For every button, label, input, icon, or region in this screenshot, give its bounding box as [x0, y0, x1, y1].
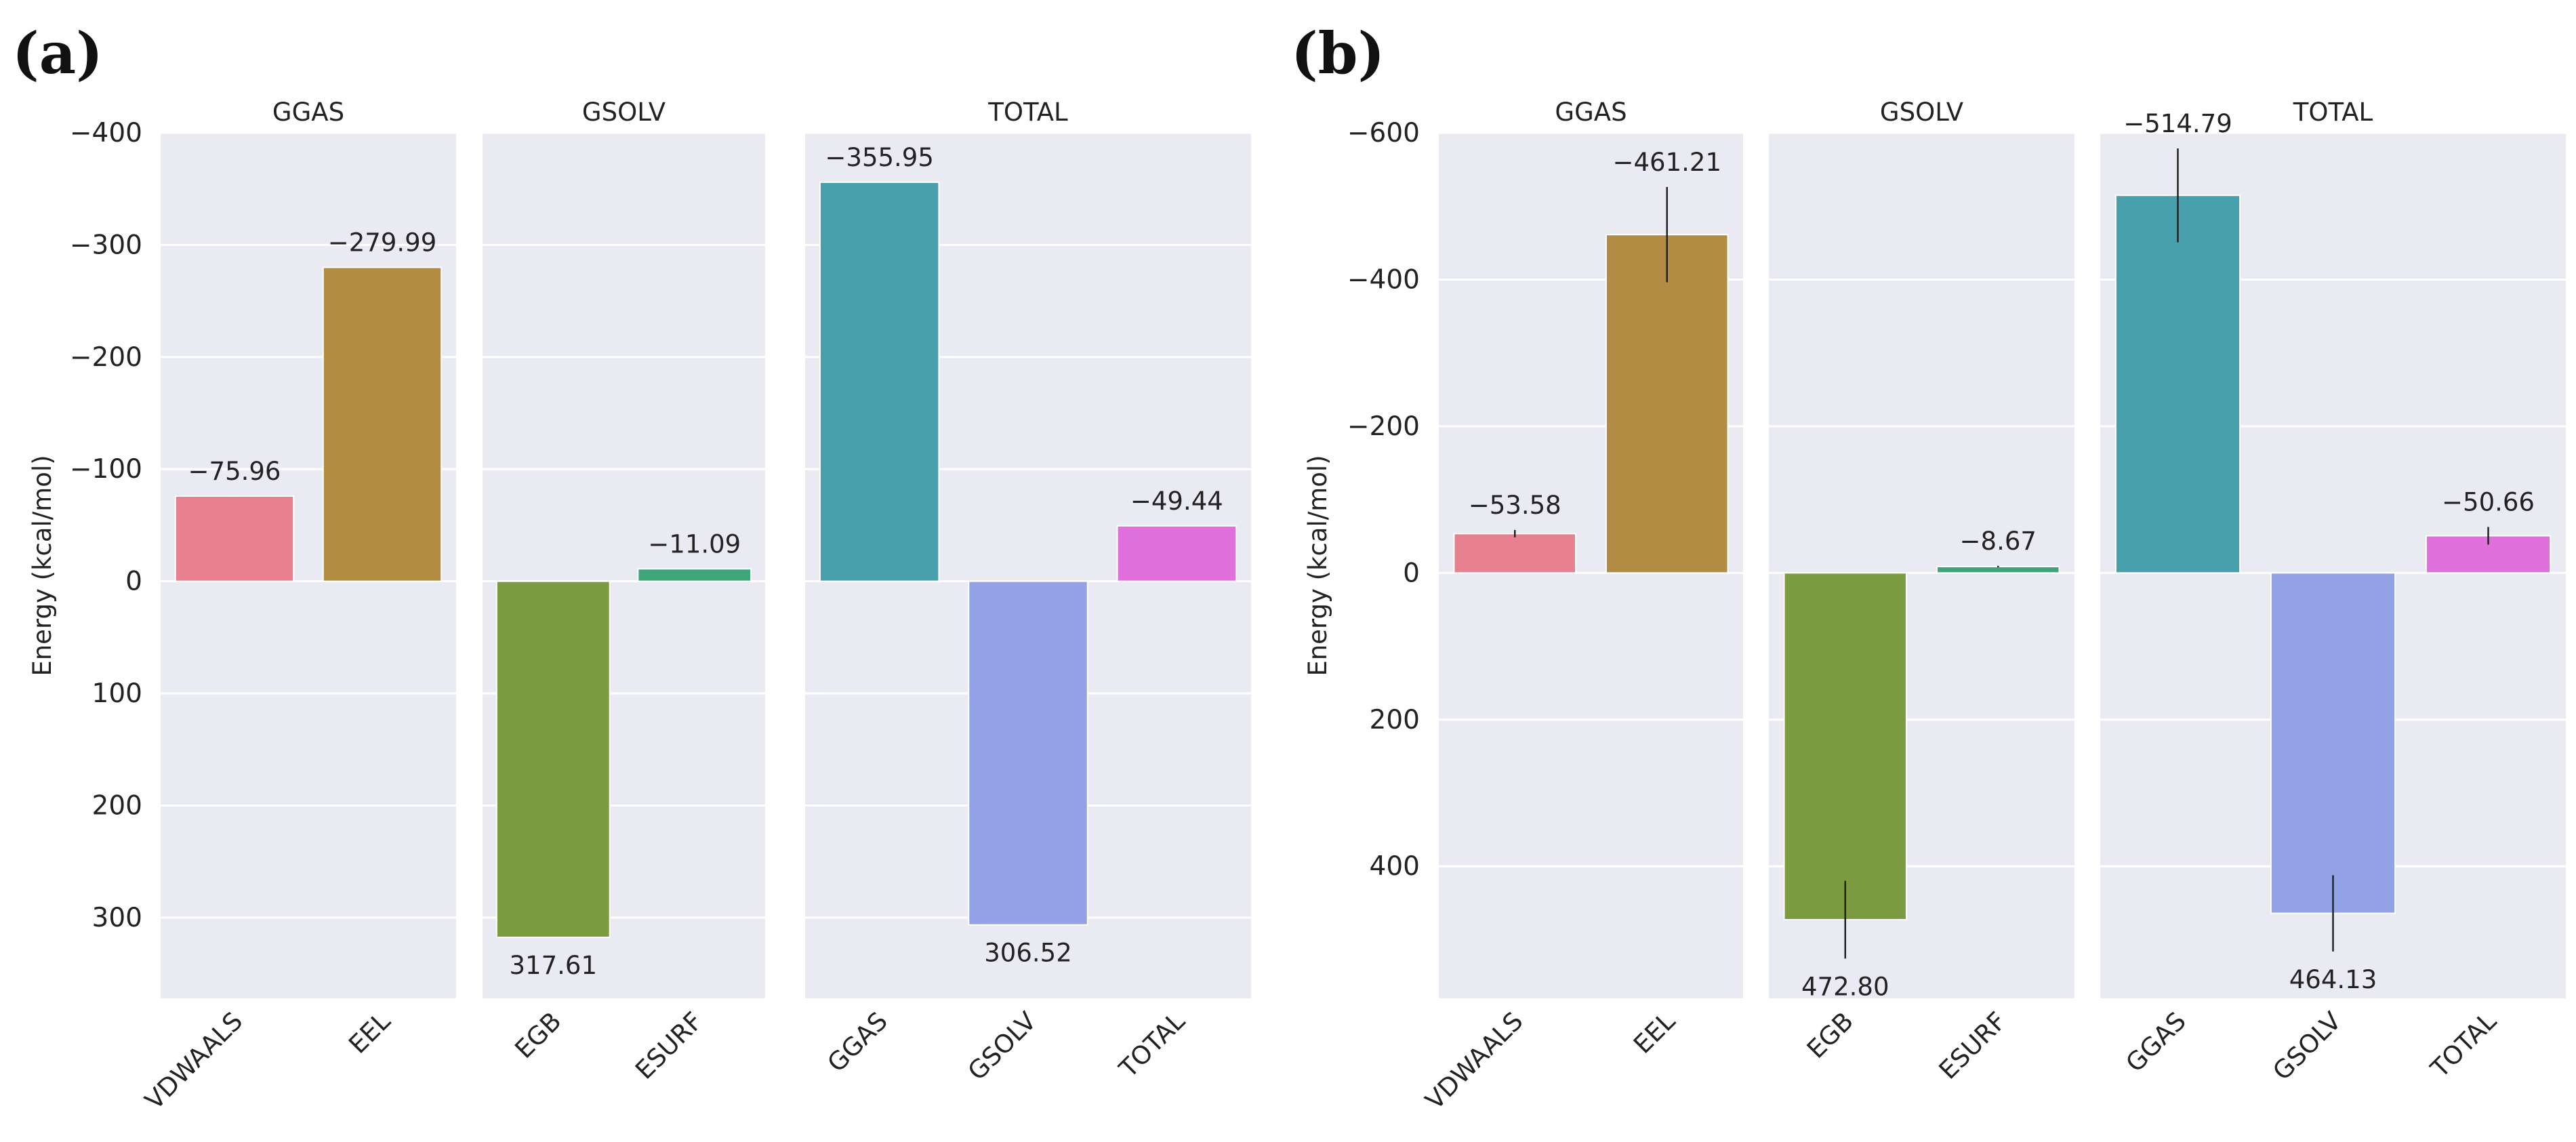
data-label: −8.67	[1960, 527, 2037, 556]
data-label: 472.80	[1801, 972, 1889, 1001]
facet-title: GSOLV	[1880, 98, 1963, 127]
bar-total	[1116, 525, 1238, 582]
y-tick-label: −200	[70, 342, 142, 373]
y-tick-label: 200	[92, 790, 142, 821]
bar-esurf	[637, 568, 752, 582]
y-tick-label: −300	[70, 230, 142, 260]
x-tick-label: GSOLV	[2267, 1006, 2346, 1086]
facet-gsolv: GSOLV 317.61 EGB −11.09 ESURF	[483, 98, 765, 1085]
x-tick-label: EGB	[509, 1006, 567, 1064]
data-label: −75.96	[188, 457, 281, 486]
y-tick-label: −100	[70, 454, 142, 485]
y-tick-label: 300	[92, 903, 142, 933]
facet-ggas: GGAS −75.96 VDWAALS −279.99 EEL	[140, 98, 456, 1116]
x-tick-label: EGB	[1801, 1006, 1859, 1064]
data-label: 317.61	[510, 951, 597, 980]
bar-eel	[1605, 234, 1729, 574]
bar-ggas	[819, 181, 940, 582]
y-tick-label: −400	[1347, 264, 1420, 295]
data-label: −514.79	[2123, 109, 2232, 138]
x-tick-label: TOTAL	[2425, 1006, 2502, 1084]
y-tick-label: 400	[1370, 851, 1420, 882]
data-label: −461.21	[1613, 148, 1721, 177]
y-tick-label: −600	[1347, 118, 1420, 148]
bar-eel	[322, 266, 443, 582]
bar-vdwaals	[174, 495, 295, 582]
chart-panel-1: (b)Energy (kcal/mol)−600−400−2000200400G…	[1291, 20, 2566, 1116]
y-tick-label: −200	[1347, 411, 1420, 442]
facet-title: GGAS	[272, 98, 344, 127]
x-tick-label: GSOLV	[962, 1006, 1042, 1086]
facet-total: TOTAL −355.95 GGAS 306.52 GSOLV −49.44 TOTAL	[805, 98, 1251, 1086]
facet-gsolv: GSOLV 472.80 EGB −8.67 ESURF	[1769, 98, 2074, 1085]
bar-egb	[495, 580, 611, 939]
data-label: −279.99	[328, 228, 436, 258]
bar-vdwaals	[1453, 533, 1577, 574]
y-tick-label: −400	[70, 118, 142, 148]
x-tick-label: EEL	[343, 1006, 396, 1059]
x-tick-label: TOTAL	[1113, 1006, 1191, 1084]
y-axis-label: Energy (kcal/mol)	[28, 455, 57, 676]
data-label: −11.09	[648, 529, 741, 558]
facet-total: TOTAL −514.79 GGAS 464.13 GSOLV −50.66 TOTAL	[2100, 98, 2566, 1086]
bar-gsolv	[968, 580, 1088, 926]
facet-title: GGAS	[1555, 98, 1627, 127]
x-tick-label: GGAS	[2120, 1006, 2191, 1078]
facet-title: TOTAL	[2293, 98, 2373, 127]
x-tick-label: EEL	[1628, 1006, 1681, 1059]
x-tick-label: ESURF	[630, 1006, 708, 1085]
data-label: −50.66	[2442, 488, 2535, 517]
data-label: 306.52	[984, 939, 1071, 968]
bar-ggas	[2114, 195, 2241, 574]
data-label: −53.58	[1469, 491, 1561, 520]
data-label: −355.95	[825, 143, 933, 172]
facet-title: TOTAL	[987, 98, 1068, 127]
bar-esurf	[1936, 565, 2060, 574]
x-tick-label: ESURF	[1934, 1006, 2012, 1085]
x-tick-label: VDWAALS	[1420, 1006, 1529, 1116]
data-label: −49.44	[1130, 487, 1223, 516]
bar-gsolv	[2270, 572, 2396, 914]
x-tick-label: VDWAALS	[140, 1006, 249, 1116]
y-tick-label: 0	[1403, 558, 1420, 588]
chart-panel-0: (a) Energy (kcal/mol) −400 −300 −200 −100 0 100…	[12, 20, 1251, 1116]
facet-ggas: GGAS −53.58 VDWAALS −461.21 EEL	[1420, 98, 1743, 1116]
y-tick-label: 0	[125, 567, 142, 597]
y-axis-label: Energy (kcal/mol)	[1303, 455, 1332, 676]
y-tick-label: 100	[92, 678, 142, 709]
panel-label: (b)	[1291, 20, 1385, 87]
x-tick-label: GGAS	[822, 1006, 893, 1078]
facet-title: GSOLV	[582, 98, 666, 127]
y-tick-label: 200	[1370, 705, 1420, 735]
data-label: 464.13	[2289, 965, 2377, 994]
panel-label: (a)	[12, 20, 103, 87]
bar-egb	[1783, 572, 1907, 920]
